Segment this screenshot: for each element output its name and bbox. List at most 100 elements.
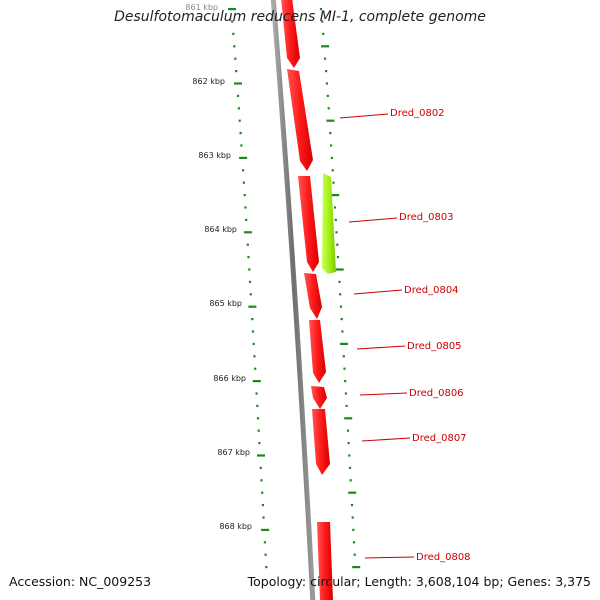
major-tick	[344, 417, 353, 420]
minor-tick	[246, 243, 249, 246]
minor-tick	[252, 342, 255, 345]
minor-tick	[251, 318, 254, 321]
scale-label-861: 861 kbp	[185, 3, 218, 12]
minor-tick	[325, 70, 328, 73]
minor-tick	[321, 20, 324, 23]
gene-arrow-dred-0802[interactable]	[287, 69, 313, 171]
minor-tick	[343, 367, 346, 370]
gene-label-dred-0802[interactable]: Dred_0802	[390, 108, 445, 119]
minor-tick	[330, 156, 333, 159]
major-tick	[340, 342, 348, 345]
minor-tick	[351, 516, 354, 519]
genome-backbone	[270, 0, 316, 600]
gene-label-dred-0803[interactable]: Dred_0803	[399, 212, 454, 223]
major-tick	[248, 305, 257, 308]
gene-arrow-dred-0806[interactable]	[309, 320, 326, 383]
minor-tick	[233, 45, 236, 48]
minor-tick	[265, 566, 268, 569]
scale-ticks-left	[228, 8, 270, 569]
gene-label-lines	[339, 113, 415, 559]
gene-arrow-dred-0805[interactable]	[304, 273, 322, 319]
major-tick	[252, 380, 261, 383]
gene-label-dred-0804[interactable]: Dred_0804	[404, 285, 459, 296]
minor-tick	[244, 206, 247, 209]
minor-tick	[353, 553, 356, 556]
leader-line-dred-0807	[361, 437, 411, 442]
gene-label-dred-0808[interactable]: Dred_0808	[416, 552, 471, 563]
leader-line-dred-0804	[353, 289, 403, 295]
minor-tick	[347, 442, 350, 445]
minor-tick	[322, 32, 325, 35]
minor-tick	[329, 132, 332, 135]
major-tick	[234, 82, 242, 85]
major-tick	[239, 156, 248, 159]
minor-tick	[254, 367, 257, 370]
leader-line-dred-0805	[356, 345, 406, 350]
minor-tick	[327, 107, 330, 110]
gene-arrow-bottom[interactable]	[317, 522, 333, 600]
minor-tick	[251, 330, 255, 333]
minor-tick	[346, 429, 350, 432]
scale-label-868: 868 kbp	[219, 522, 252, 531]
minor-tick	[324, 57, 327, 60]
gene-label-dred-0807[interactable]: Dred_0807	[412, 433, 467, 444]
gene-arrow-dred-0804[interactable]	[298, 176, 319, 272]
minor-tick	[261, 491, 264, 494]
minor-tick	[345, 404, 348, 407]
minor-tick	[338, 280, 341, 283]
minor-tick	[235, 70, 238, 73]
minor-tick	[334, 218, 337, 221]
minor-tick	[242, 169, 245, 172]
minor-tick	[240, 144, 243, 147]
major-tick	[331, 194, 340, 197]
minor-tick	[261, 504, 264, 507]
minor-tick	[333, 206, 337, 209]
minor-tick	[260, 479, 263, 482]
leader-line-dred-0806	[359, 392, 408, 396]
minor-tick	[325, 82, 328, 85]
minor-tick	[350, 504, 354, 507]
scale-ticks-right	[319, 8, 361, 569]
major-tick	[257, 454, 265, 457]
minor-tick	[348, 454, 351, 457]
major-tick	[261, 528, 270, 531]
minor-tick	[342, 355, 345, 358]
minor-tick	[352, 541, 356, 544]
gene-arrow-dred-0807[interactable]	[311, 386, 327, 409]
minor-tick	[330, 144, 333, 147]
minor-tick	[264, 553, 267, 556]
minor-tick	[344, 392, 347, 395]
minor-tick	[340, 318, 343, 321]
leader-line-dred-0803	[348, 217, 398, 223]
genome-summary: Topology: circular; Length: 3,608,104 bp…	[247, 574, 591, 589]
minor-tick	[259, 466, 262, 469]
minor-tick	[239, 132, 242, 135]
gene-arrow-top[interactable]	[281, 0, 300, 68]
minor-tick	[238, 119, 241, 122]
minor-tick	[263, 541, 266, 544]
minor-tick	[243, 194, 246, 197]
gene-label-dred-0806[interactable]: Dred_0806	[409, 388, 464, 399]
major-tick	[352, 566, 361, 569]
map-title: Desulfotomaculum reducens MI-1, complete…	[114, 9, 486, 25]
major-tick	[335, 268, 344, 271]
gene-label-dred-0805[interactable]: Dred_0805	[407, 341, 462, 352]
minor-tick	[344, 380, 347, 383]
minor-tick	[248, 280, 252, 283]
minor-tick	[339, 305, 343, 308]
minor-tick	[335, 231, 338, 234]
minor-tick	[242, 181, 245, 184]
scale-label-866: 866 kbp	[213, 374, 246, 383]
gene-arrow-dred-0803[interactable]	[322, 173, 336, 274]
major-tick	[243, 231, 252, 234]
minor-tick	[236, 94, 240, 97]
leader-line-dred-0802	[339, 113, 389, 119]
gene-arrow-dred-0808[interactable]	[312, 409, 330, 475]
minor-tick	[339, 293, 342, 296]
scale-label-865: 865 kbp	[209, 299, 242, 308]
minor-tick	[319, 8, 323, 11]
minor-tick	[256, 417, 260, 420]
major-tick	[326, 119, 335, 122]
minor-tick	[352, 528, 355, 531]
